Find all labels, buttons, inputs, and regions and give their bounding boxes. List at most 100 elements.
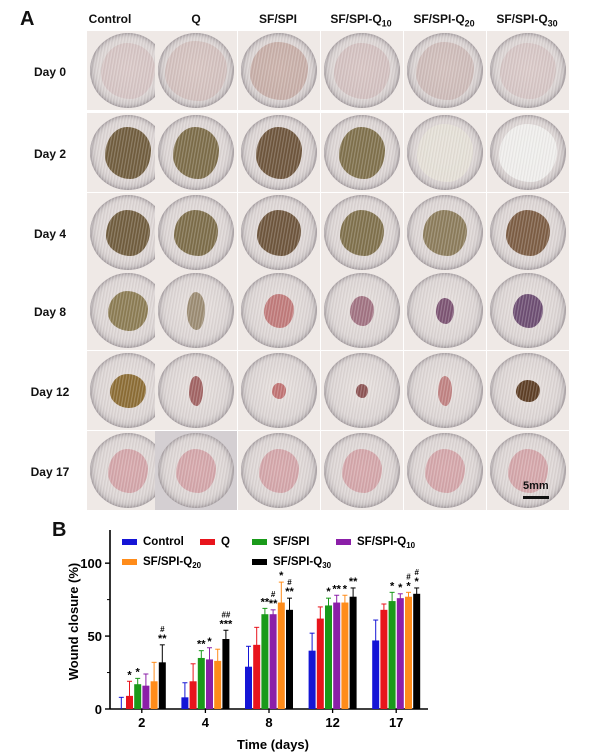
wound-photo [404, 113, 486, 192]
bar [206, 659, 213, 709]
significance-mark: # [406, 572, 411, 581]
x-tick-label: 8 [265, 715, 272, 730]
wound-area [106, 209, 150, 256]
wound-area [416, 41, 474, 100]
bar [134, 684, 142, 709]
row-label: Day 12 [30, 385, 70, 399]
fur-texture [407, 273, 483, 348]
panel-a-letter: A [20, 8, 35, 30]
wound-dish [490, 195, 566, 270]
wound-area [342, 448, 382, 493]
fur-texture [90, 115, 166, 190]
wound-photo [321, 431, 403, 510]
legend-label: Control [143, 536, 184, 548]
column-header-base: SF/SPI-Q [330, 12, 382, 26]
y-tick-label: 0 [95, 702, 102, 717]
wound-dish [90, 433, 166, 508]
fur-texture [158, 115, 234, 190]
legend-swatch [336, 539, 351, 545]
wound-photo [321, 113, 403, 192]
wound-dish [490, 115, 566, 190]
wound-dish [324, 195, 400, 270]
fur-texture [90, 195, 166, 270]
significance-mark: ** [349, 576, 358, 588]
y-axis-label: Wound closure (%) [66, 563, 81, 680]
fur-texture [241, 33, 317, 108]
wound-area [257, 209, 301, 256]
fur-texture [158, 353, 234, 428]
wound-photo [404, 31, 486, 110]
wound-area [423, 209, 467, 256]
wound-photo [87, 271, 169, 350]
legend-swatch [200, 539, 215, 545]
column-header: Control [68, 12, 152, 26]
scale-bar [523, 496, 549, 499]
wound-photo [487, 193, 569, 272]
significance-mark: ** [285, 586, 294, 598]
fur-texture [241, 353, 317, 428]
wound-dish [241, 273, 317, 348]
legend-label-base: SF/SPI-Q [273, 556, 322, 568]
legend-swatch [252, 559, 267, 565]
wound-dish [407, 33, 483, 108]
fur-texture [158, 273, 234, 348]
fur-texture [490, 353, 566, 428]
column-header-subscript: 10 [381, 18, 392, 29]
wound-photo [487, 351, 569, 430]
fur-texture [158, 195, 234, 270]
wound-area [176, 448, 216, 493]
fur-texture [241, 273, 317, 348]
wound-photo [487, 113, 569, 192]
significance-mark: * [136, 666, 141, 678]
bar [253, 644, 261, 709]
legend-label-subscript: 30 [322, 561, 331, 570]
bar [341, 602, 349, 709]
significance-mark: * [390, 580, 395, 592]
wound-dish [158, 115, 234, 190]
legend-label-base: Q [221, 536, 230, 548]
wound-dish [241, 433, 317, 508]
fur-texture [90, 33, 166, 108]
fur-texture [324, 353, 400, 428]
bar [261, 614, 269, 709]
wound-dish [407, 433, 483, 508]
legend-label-base: Control [143, 536, 184, 548]
wound-dish [90, 353, 166, 428]
wound-area [339, 126, 385, 179]
significance-mark: ** [197, 639, 206, 651]
wound-dish [90, 33, 166, 108]
wound-dish [490, 433, 566, 508]
column-header-subscript: 20 [464, 18, 475, 29]
fur-texture [324, 433, 400, 508]
bar [277, 602, 285, 709]
legend-label-subscript: 10 [406, 541, 415, 550]
bar [197, 657, 205, 709]
wound-photo [155, 351, 237, 430]
wound-dish [407, 195, 483, 270]
fur-texture [490, 433, 566, 508]
wound-dish [158, 433, 234, 508]
wound-area [334, 42, 390, 99]
wound-dish [241, 115, 317, 190]
legend-label: Q [221, 536, 230, 548]
scale-bar-label: 5mm [523, 480, 549, 492]
fur-texture [241, 115, 317, 190]
significance-mark: # [287, 578, 292, 587]
wound-area [264, 293, 294, 328]
y-tick-label: 100 [80, 556, 102, 571]
wound-photo [155, 271, 237, 350]
wound-area [187, 291, 205, 330]
bar [286, 609, 293, 709]
legend-label-base: SF/SPI-Q [357, 536, 406, 548]
fur-texture [324, 115, 400, 190]
wound-area [256, 126, 302, 179]
wound-photo [238, 113, 320, 192]
wound-area [105, 126, 151, 179]
legend-label-base: SF/SPI [273, 536, 309, 548]
fur-texture [158, 433, 234, 508]
wound-area [189, 375, 203, 406]
fur-texture [90, 273, 166, 348]
legend-label: SF/SPI-Q30 [273, 556, 332, 570]
bar [413, 593, 421, 709]
fur-texture [407, 195, 483, 270]
